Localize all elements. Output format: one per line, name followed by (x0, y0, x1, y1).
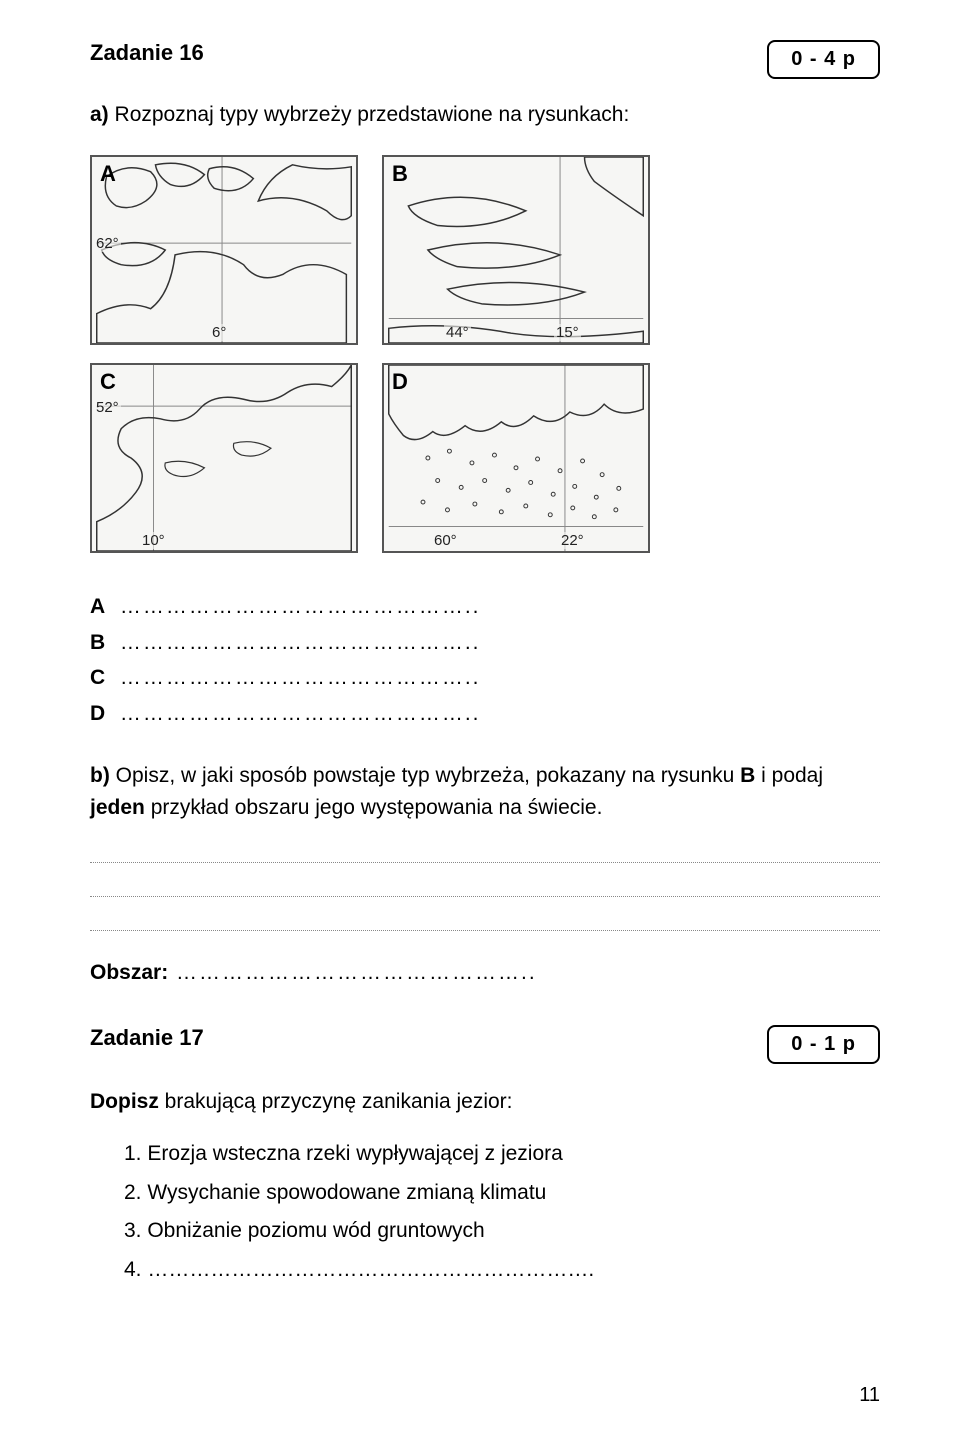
task17-points-box: 0 - 1 p (767, 1025, 880, 1064)
subtask-b-bold: B (740, 764, 755, 787)
answer-line-d: D ……………………………………….. (90, 696, 880, 732)
task16-header: Zadanie 16 0 - 4 p (90, 40, 880, 79)
subtask-b-label: b) (90, 764, 110, 787)
map-d-illustration (384, 365, 648, 551)
task17-subtext: Dopisz brakującą przyczynę zanikania jez… (90, 1090, 880, 1114)
map-a: A 62° 6° (90, 155, 358, 345)
subtask-b-text3: przykład obszaru jego występowania na św… (145, 796, 603, 819)
reason-2: 2. Wysychanie spowodowane zmianą klimatu (124, 1175, 880, 1212)
subtask-b-text1: Opisz, w jaki sposób powstaje typ wybrze… (116, 764, 740, 787)
answer-line-c: C ……………………………………….. (90, 660, 880, 696)
map-b-coord-bl: 44° (444, 324, 471, 341)
map-c-coord-left: 52° (94, 399, 121, 416)
map-c: C 52° 10° (90, 363, 358, 553)
map-b-coord-br: 15° (554, 324, 581, 341)
map-a-coord-bl: 6° (210, 324, 228, 341)
blank-line-2 (90, 869, 880, 903)
map-d-coord-br: 22° (559, 532, 586, 549)
answer-line-b: B ……………………………………….. (90, 625, 880, 661)
blank-line-3 (90, 903, 880, 937)
task16-title: Zadanie 16 (90, 40, 204, 66)
answer-line-a: A ……………………………………….. (90, 589, 880, 625)
obszar-line: Obszar: ……………………………………….. (90, 961, 880, 985)
page-number: 11 (859, 1384, 880, 1407)
map-d: D 60° 22° (382, 363, 650, 553)
map-a-label: A (100, 161, 116, 187)
task17-reasons-list: 1. Erozja wsteczna rzeki wypływającej z … (90, 1136, 880, 1289)
task17-sub-bold: Dopisz (90, 1090, 159, 1113)
map-d-coord-bl: 60° (432, 532, 459, 549)
reason-3: 3. Obniżanie poziomu wód gruntowych (124, 1213, 880, 1250)
map-c-illustration (92, 365, 356, 551)
map-b: B 44° 15° (382, 155, 650, 345)
task16-answers: A ……………………………………….. B ……………………………………….. … (90, 589, 880, 732)
map-c-label: C (100, 369, 116, 395)
task16-subtask-b: b) Opisz, w jaki sposób powstaje typ wyb… (90, 760, 880, 825)
obszar-dots: ……………………………………….. (168, 961, 537, 984)
subtask-b-text2: i podaj (755, 764, 823, 787)
obszar-label: Obszar: (90, 961, 168, 984)
map-a-coord-left: 62° (94, 235, 121, 252)
subtask-a-text: Rozpoznaj typy wybrzeży przedstawione na… (115, 103, 630, 126)
map-b-illustration (384, 157, 648, 343)
subtask-a-label: a) (90, 103, 109, 126)
blank-line-1 (90, 835, 880, 869)
map-c-coord-bl: 10° (140, 532, 167, 549)
task16-points-box: 0 - 4 p (767, 40, 880, 79)
maps-grid: A 62° 6° B 44° 15° C 52° (90, 155, 650, 553)
reason-4: 4. ………………………………………………………. (124, 1252, 880, 1289)
subtask-b-bold2: jeden (90, 796, 145, 819)
task17-sub-text: brakującą przyczynę zanikania jezior: (159, 1090, 513, 1113)
map-d-label: D (392, 369, 408, 395)
task16-subtask-a: a) Rozpoznaj typy wybrzeży przedstawione… (90, 103, 880, 127)
reason-1: 1. Erozja wsteczna rzeki wypływającej z … (124, 1136, 880, 1173)
task17-title: Zadanie 17 (90, 1025, 204, 1051)
task17-header: Zadanie 17 0 - 1 p (90, 1025, 880, 1064)
map-b-label: B (392, 161, 408, 187)
map-a-illustration (92, 157, 356, 343)
